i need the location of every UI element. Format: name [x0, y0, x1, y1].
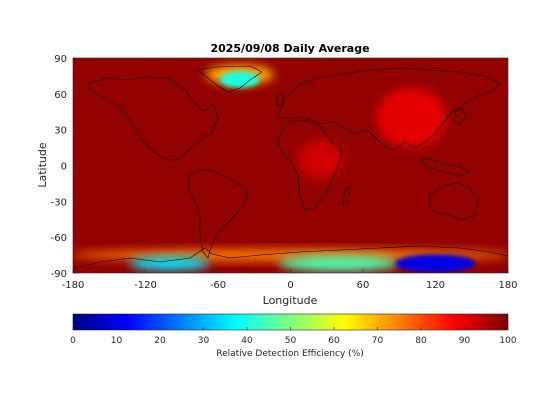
x-tick-label: 60 — [357, 280, 370, 291]
x-tick-label: 0 — [287, 280, 293, 291]
colorbar-tick-label: 0 — [70, 336, 76, 346]
y-tick-label: 0 — [61, 162, 67, 173]
colorbar-tick-label: 20 — [154, 336, 166, 346]
coast-greenland — [197, 65, 263, 93]
coast-madagascar — [342, 185, 351, 206]
coast-uk — [275, 93, 285, 107]
colorbar-label: Relative Detection Efficiency (%) — [216, 349, 364, 359]
region-greenland — [219, 71, 260, 88]
colorbar-tick-label: 80 — [415, 336, 427, 346]
x-tick-label: -120 — [134, 280, 157, 291]
coast-north-america — [87, 76, 219, 161]
map-area — [73, 58, 508, 273]
y-axis: 90 60 30 0 -30 -60 -90 — [51, 54, 77, 280]
y-tick-label: 90 — [54, 54, 67, 65]
coast-south-america — [187, 169, 249, 259]
chart-title: 2025/09/08 Daily Average — [210, 42, 369, 55]
efficiency-regions — [73, 64, 508, 273]
colorbar-tick-label: 100 — [499, 336, 516, 346]
coast-indonesia — [419, 157, 471, 176]
colorbar-tick-label: 70 — [372, 336, 384, 346]
y-tick-label: -60 — [51, 233, 67, 244]
y-tick-label: -30 — [51, 197, 67, 208]
colorbar-tick-label: 50 — [285, 336, 297, 346]
x-axis-label: Longitude — [263, 294, 318, 307]
x-tick-label: 180 — [498, 280, 517, 291]
x-axis: -180 -120 -60 0 60 120 180 — [62, 269, 518, 291]
y-tick-label: 60 — [54, 90, 67, 101]
coast-australia — [429, 182, 479, 221]
colorbar-tick-label: 90 — [459, 336, 471, 346]
region-tibet-east-asia — [376, 87, 447, 148]
coast-europe-asia — [277, 67, 501, 151]
colorbar-tick-label: 30 — [198, 336, 210, 346]
y-axis-label: Latitude — [36, 142, 49, 188]
coast-japan — [453, 107, 467, 125]
y-tick-label: -90 — [51, 269, 67, 280]
colorbar-tick-label: 60 — [328, 336, 340, 346]
region-antarctica-east — [395, 254, 476, 273]
colorbar-tick-label: 40 — [241, 336, 253, 346]
coast-africa — [277, 119, 343, 211]
colorbar-tick-label: 10 — [111, 336, 123, 346]
coast-antarctica — [73, 245, 508, 269]
region-central-africa — [298, 139, 343, 180]
x-tick-label: 120 — [426, 280, 445, 291]
x-tick-label: -60 — [210, 280, 226, 291]
region-antarctica-central — [278, 255, 399, 272]
region-antarctica-west — [129, 256, 210, 271]
coastlines — [73, 65, 508, 269]
map-background — [73, 58, 508, 273]
colorbar-ticks: 0 10 20 30 40 50 60 70 80 90 100 — [70, 327, 517, 346]
y-tick-label: 30 — [54, 126, 67, 137]
x-tick-label: -180 — [62, 280, 85, 291]
